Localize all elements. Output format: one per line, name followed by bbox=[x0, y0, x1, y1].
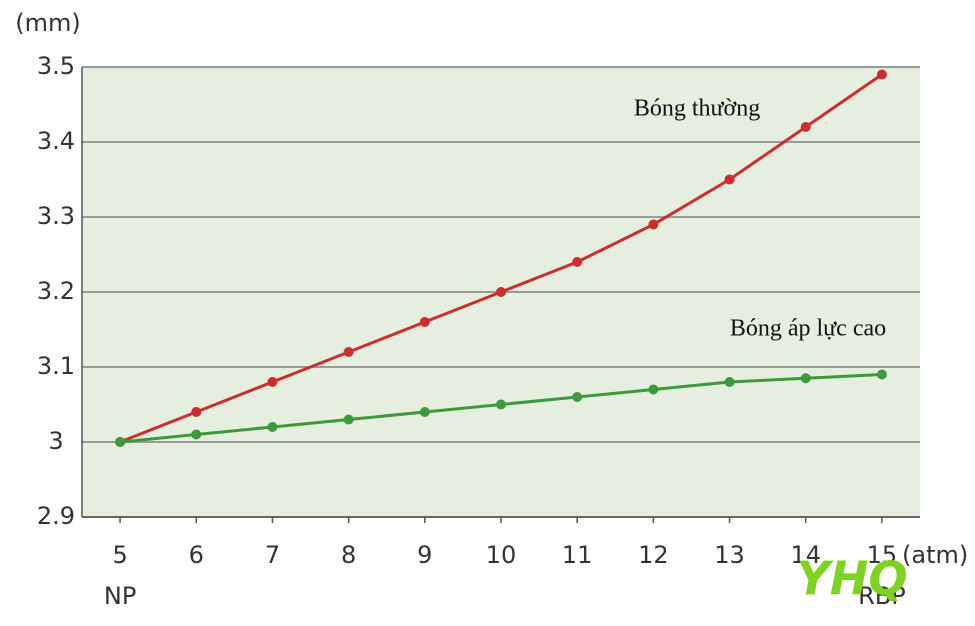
data-point bbox=[419, 407, 430, 417]
data-point bbox=[343, 414, 354, 425]
x-tick-label: 7 bbox=[265, 541, 280, 569]
data-point bbox=[724, 377, 735, 387]
x-note: RBP bbox=[858, 582, 906, 610]
data-point bbox=[724, 174, 735, 185]
y-tick-label: 3.5 bbox=[37, 52, 75, 80]
x-tick-label: 15 bbox=[867, 541, 898, 569]
y-tick-label: 3.4 bbox=[37, 127, 75, 155]
y-tick-label: 3 bbox=[48, 427, 63, 455]
x-unit: (atm) bbox=[902, 541, 968, 569]
x-tick-label: 11 bbox=[562, 541, 593, 569]
x-tick-label: 6 bbox=[189, 541, 204, 569]
y-unit: (mm) bbox=[15, 9, 80, 37]
data-point bbox=[876, 69, 887, 80]
x-tick-label: 12 bbox=[638, 541, 669, 569]
x-tick-label: 9 bbox=[417, 541, 432, 569]
y-tick-label: 2.9 bbox=[37, 502, 75, 530]
y-tick-label: 3.3 bbox=[37, 202, 75, 230]
series-label: Bóng áp lực cao bbox=[730, 316, 886, 342]
x-tick-label: 14 bbox=[790, 541, 821, 569]
series-label: Bóng thường bbox=[634, 96, 760, 122]
data-point bbox=[115, 437, 126, 447]
data-point bbox=[419, 317, 430, 327]
x-tick-label: 8 bbox=[341, 541, 356, 569]
x-tick-label: 13 bbox=[714, 541, 745, 569]
data-point bbox=[267, 422, 278, 432]
x-tick-label: 10 bbox=[486, 541, 517, 569]
data-point bbox=[876, 369, 887, 380]
y-tick-label: 3.2 bbox=[37, 277, 75, 305]
data-point bbox=[800, 373, 811, 384]
data-point bbox=[343, 347, 354, 357]
data-point bbox=[267, 377, 278, 387]
data-point bbox=[572, 392, 583, 402]
data-point bbox=[648, 219, 659, 230]
y-tick-label: 3.1 bbox=[37, 352, 75, 380]
x-tick-label: 5 bbox=[112, 541, 127, 569]
data-point bbox=[572, 257, 583, 267]
data-point bbox=[191, 429, 202, 440]
watermark: YHQ bbox=[797, 552, 908, 606]
data-point bbox=[648, 384, 659, 395]
data-point bbox=[191, 407, 202, 417]
data-point bbox=[496, 287, 506, 297]
data-point bbox=[496, 399, 506, 410]
data-point bbox=[800, 122, 811, 132]
x-note: NP bbox=[104, 582, 136, 610]
